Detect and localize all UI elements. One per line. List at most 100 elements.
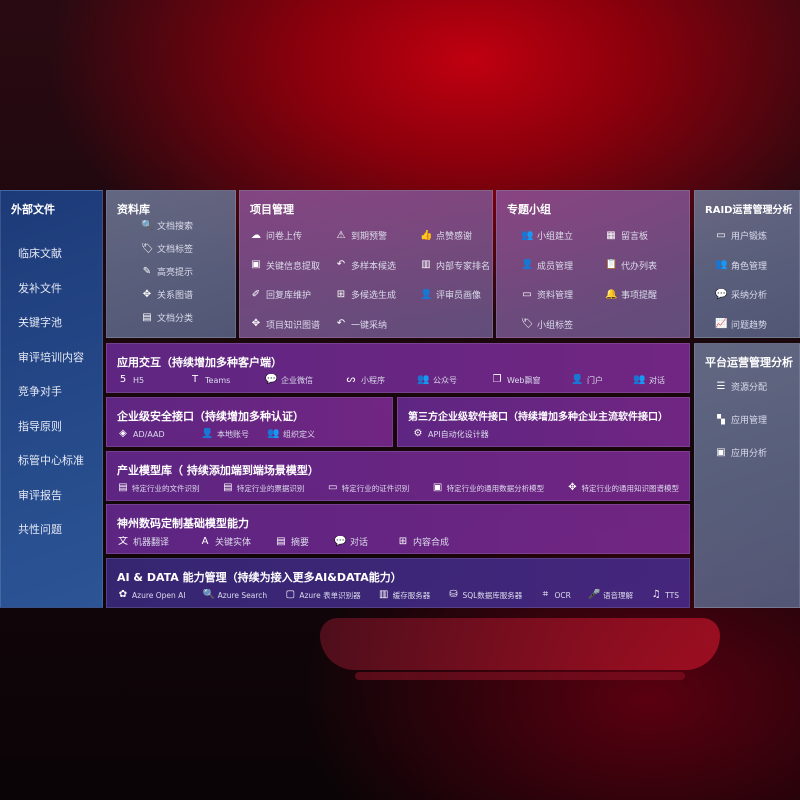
panel-library: 资料库 🔍 文档搜索 🏷 文档标签 ✎ 高亮提示 ✥ 关系图谱 ▤ 文档分类: [106, 190, 236, 338]
feature-label: 事项提醒: [621, 291, 658, 301]
wecom-icon: 💬: [265, 374, 277, 385]
feature-item[interactable]: 👥 公众号: [417, 374, 457, 386]
feature-item[interactable]: ✿ Azure Open AI: [117, 589, 186, 601]
sidebar-item[interactable]: 共性问题: [18, 523, 62, 536]
feature-item[interactable]: ▣ 关键信息提取: [250, 259, 320, 272]
apps-icon: ▚: [717, 413, 725, 425]
feature-item[interactable]: ▦ 留言板: [605, 229, 648, 243]
feature-item[interactable]: ▤ 特定行业的票据识别: [222, 482, 304, 494]
feature-item[interactable]: ☰ 资源分配: [715, 380, 768, 394]
feature-item[interactable]: ♫ TTS: [650, 589, 679, 601]
feature-label: Azure 表单识别器: [299, 590, 361, 600]
feature-item[interactable]: 👤 评审员画像: [420, 288, 482, 302]
feature-item[interactable]: ▭ 特定行业的证件识别: [327, 482, 409, 494]
feature-item[interactable]: ⊞ 多候选生成: [335, 288, 397, 302]
feature-item[interactable]: ❐ Web飘窗: [491, 374, 541, 386]
org-icon: 👥: [267, 428, 279, 439]
feature-item[interactable]: ☁ 问卷上传: [250, 229, 302, 243]
feature-item[interactable]: ▭ 资料管理: [521, 288, 573, 302]
feature-label: 评审员画像: [436, 291, 482, 301]
feature-item[interactable]: ᔕ 小程序: [345, 374, 385, 386]
feature-item[interactable]: 👍 点赞感谢: [420, 229, 472, 243]
feature-item[interactable]: 🔔 事项提醒: [605, 288, 658, 302]
feature-item[interactable]: ▤ 摘要: [275, 535, 310, 549]
feature-item[interactable]: 👥 小组建立: [521, 229, 573, 243]
users-icon: 👥: [417, 374, 429, 385]
feature-label: Teams: [205, 375, 231, 385]
feature-item[interactable]: ▭ 用户锻炼: [715, 229, 767, 243]
feature-item[interactable]: 📈 问题趋势: [715, 318, 767, 331]
feature-item[interactable]: ✎ 高亮提示: [141, 265, 193, 279]
feature-item[interactable]: ⛁ SQL数据库服务器: [447, 589, 522, 601]
bbs-icon: ▦: [606, 229, 616, 241]
feature-item[interactable]: ✥ 关系图谱: [141, 288, 193, 302]
feature-item[interactable]: T Teams: [189, 374, 230, 386]
mini-program-icon: ᔕ: [346, 374, 356, 385]
feature-label: 语音理解: [603, 590, 633, 600]
feature-item[interactable]: 👥 组织定义: [267, 428, 315, 440]
feature-item[interactable]: 💬 对话: [334, 535, 369, 549]
feature-item[interactable]: 👤 本地账号: [201, 428, 249, 440]
feature-item[interactable]: ↶ 一键采纳: [335, 318, 387, 331]
puzzle-icon: ⊞: [336, 288, 346, 300]
feature-item[interactable]: ▣ 应用分析: [715, 446, 767, 460]
feature-item[interactable]: ⊞ 内容合成: [397, 535, 449, 549]
sidebar-item[interactable]: 审评培训内容: [18, 350, 84, 364]
feature-label: 多候选生成: [351, 291, 397, 301]
feature-item[interactable]: 🔍 Azure Search: [203, 589, 268, 601]
feature-item[interactable]: ▚ 应用管理: [715, 413, 767, 427]
feature-item[interactable]: ✥ 特定行业的通用知识图谱模型: [567, 482, 679, 494]
feature-item[interactable]: 👥 对话: [633, 374, 665, 386]
feature-row: ▤ 特定行业的文件识别 ▤ 特定行业的票据识别 ▭ 特定行业的证件识别 ▣ 特定行业的通用数据…: [117, 482, 679, 494]
feature-label: 文档分类: [157, 314, 194, 324]
add-user-icon: 👤: [521, 259, 533, 270]
feature-item[interactable]: ▤ 特定行业的文件识别: [117, 482, 200, 494]
feature-label: Azure Search: [217, 590, 268, 600]
feature-item[interactable]: ▢ Azure 表单识别器: [284, 589, 361, 601]
entity-icon: A: [201, 535, 209, 547]
sidebar-item[interactable]: 标管中心标准: [18, 454, 84, 467]
feature-item[interactable]: ▣ 特定行业的通用数据分析模型: [432, 482, 544, 494]
feature-item[interactable]: ⚠ 到期预警: [335, 229, 388, 243]
feature-item[interactable]: ◈ AD/AAD: [117, 428, 165, 440]
feature-item[interactable]: 👤 门户: [571, 374, 603, 386]
feature-item[interactable]: 👤 成员管理: [521, 259, 573, 272]
sidebar-item[interactable]: 竞争对手: [18, 385, 62, 398]
sidebar-item[interactable]: 审评报告: [18, 488, 62, 502]
feature-item[interactable]: ▥ 内部专家排名: [420, 259, 490, 272]
feature-item[interactable]: ✥ 项目知识图谱: [250, 318, 320, 331]
feature-item[interactable]: 🎤 语音理解: [588, 589, 633, 601]
feature-label: 特定行业的文件识别: [132, 483, 200, 493]
feature-label: 内部专家排名: [436, 261, 491, 272]
feature-label: 门户: [587, 375, 603, 385]
receipt-icon: ▤: [223, 482, 233, 493]
feature-item[interactable]: A 关键实体: [199, 535, 251, 549]
sidebar-item[interactable]: 发补文件: [18, 281, 62, 295]
tag-icon: 🏷: [521, 318, 533, 329]
feature-item[interactable]: 📋 代办列表: [605, 259, 657, 272]
extract-icon: ▣: [251, 259, 261, 270]
feature-item[interactable]: 🔍 文档搜索: [141, 219, 193, 233]
feature-item[interactable]: ▥ 缓存服务器: [378, 589, 430, 601]
feature-item[interactable]: ⚙ API自动化设计器: [412, 428, 489, 440]
sql-database-icon: ⛁: [449, 589, 458, 600]
feature-item[interactable]: 🏷 小组标签: [521, 318, 573, 331]
feature-item[interactable]: ⌗ OCR: [539, 589, 571, 601]
users-icon: 👥: [521, 229, 533, 241]
sidebar-item[interactable]: 指导原则: [18, 419, 62, 433]
sidebar-item[interactable]: 关键字池: [18, 316, 62, 329]
feature-item[interactable]: 🏷 文档标签: [141, 242, 193, 256]
feature-label: 组织定义: [283, 429, 315, 439]
feature-label: 摘要: [291, 538, 310, 548]
feature-label: 对话: [350, 538, 369, 548]
feature-item[interactable]: ↶ 多样本候选: [335, 259, 396, 272]
feature-item[interactable]: 文机器翻译: [117, 535, 169, 549]
feature-item[interactable]: 💬 企业微信: [265, 374, 313, 386]
feature-item[interactable]: 👥 角色管理: [715, 259, 767, 272]
document-stack-icon: ▤: [142, 311, 152, 323]
feature-item[interactable]: 5 H5: [117, 374, 144, 386]
feature-item[interactable]: 💬 采纳分析: [715, 288, 767, 302]
feature-item[interactable]: ✐ 回复库维护: [250, 288, 311, 302]
feature-item[interactable]: ▤ 文档分类: [141, 311, 194, 325]
sidebar-item[interactable]: 临床文献: [18, 247, 62, 260]
